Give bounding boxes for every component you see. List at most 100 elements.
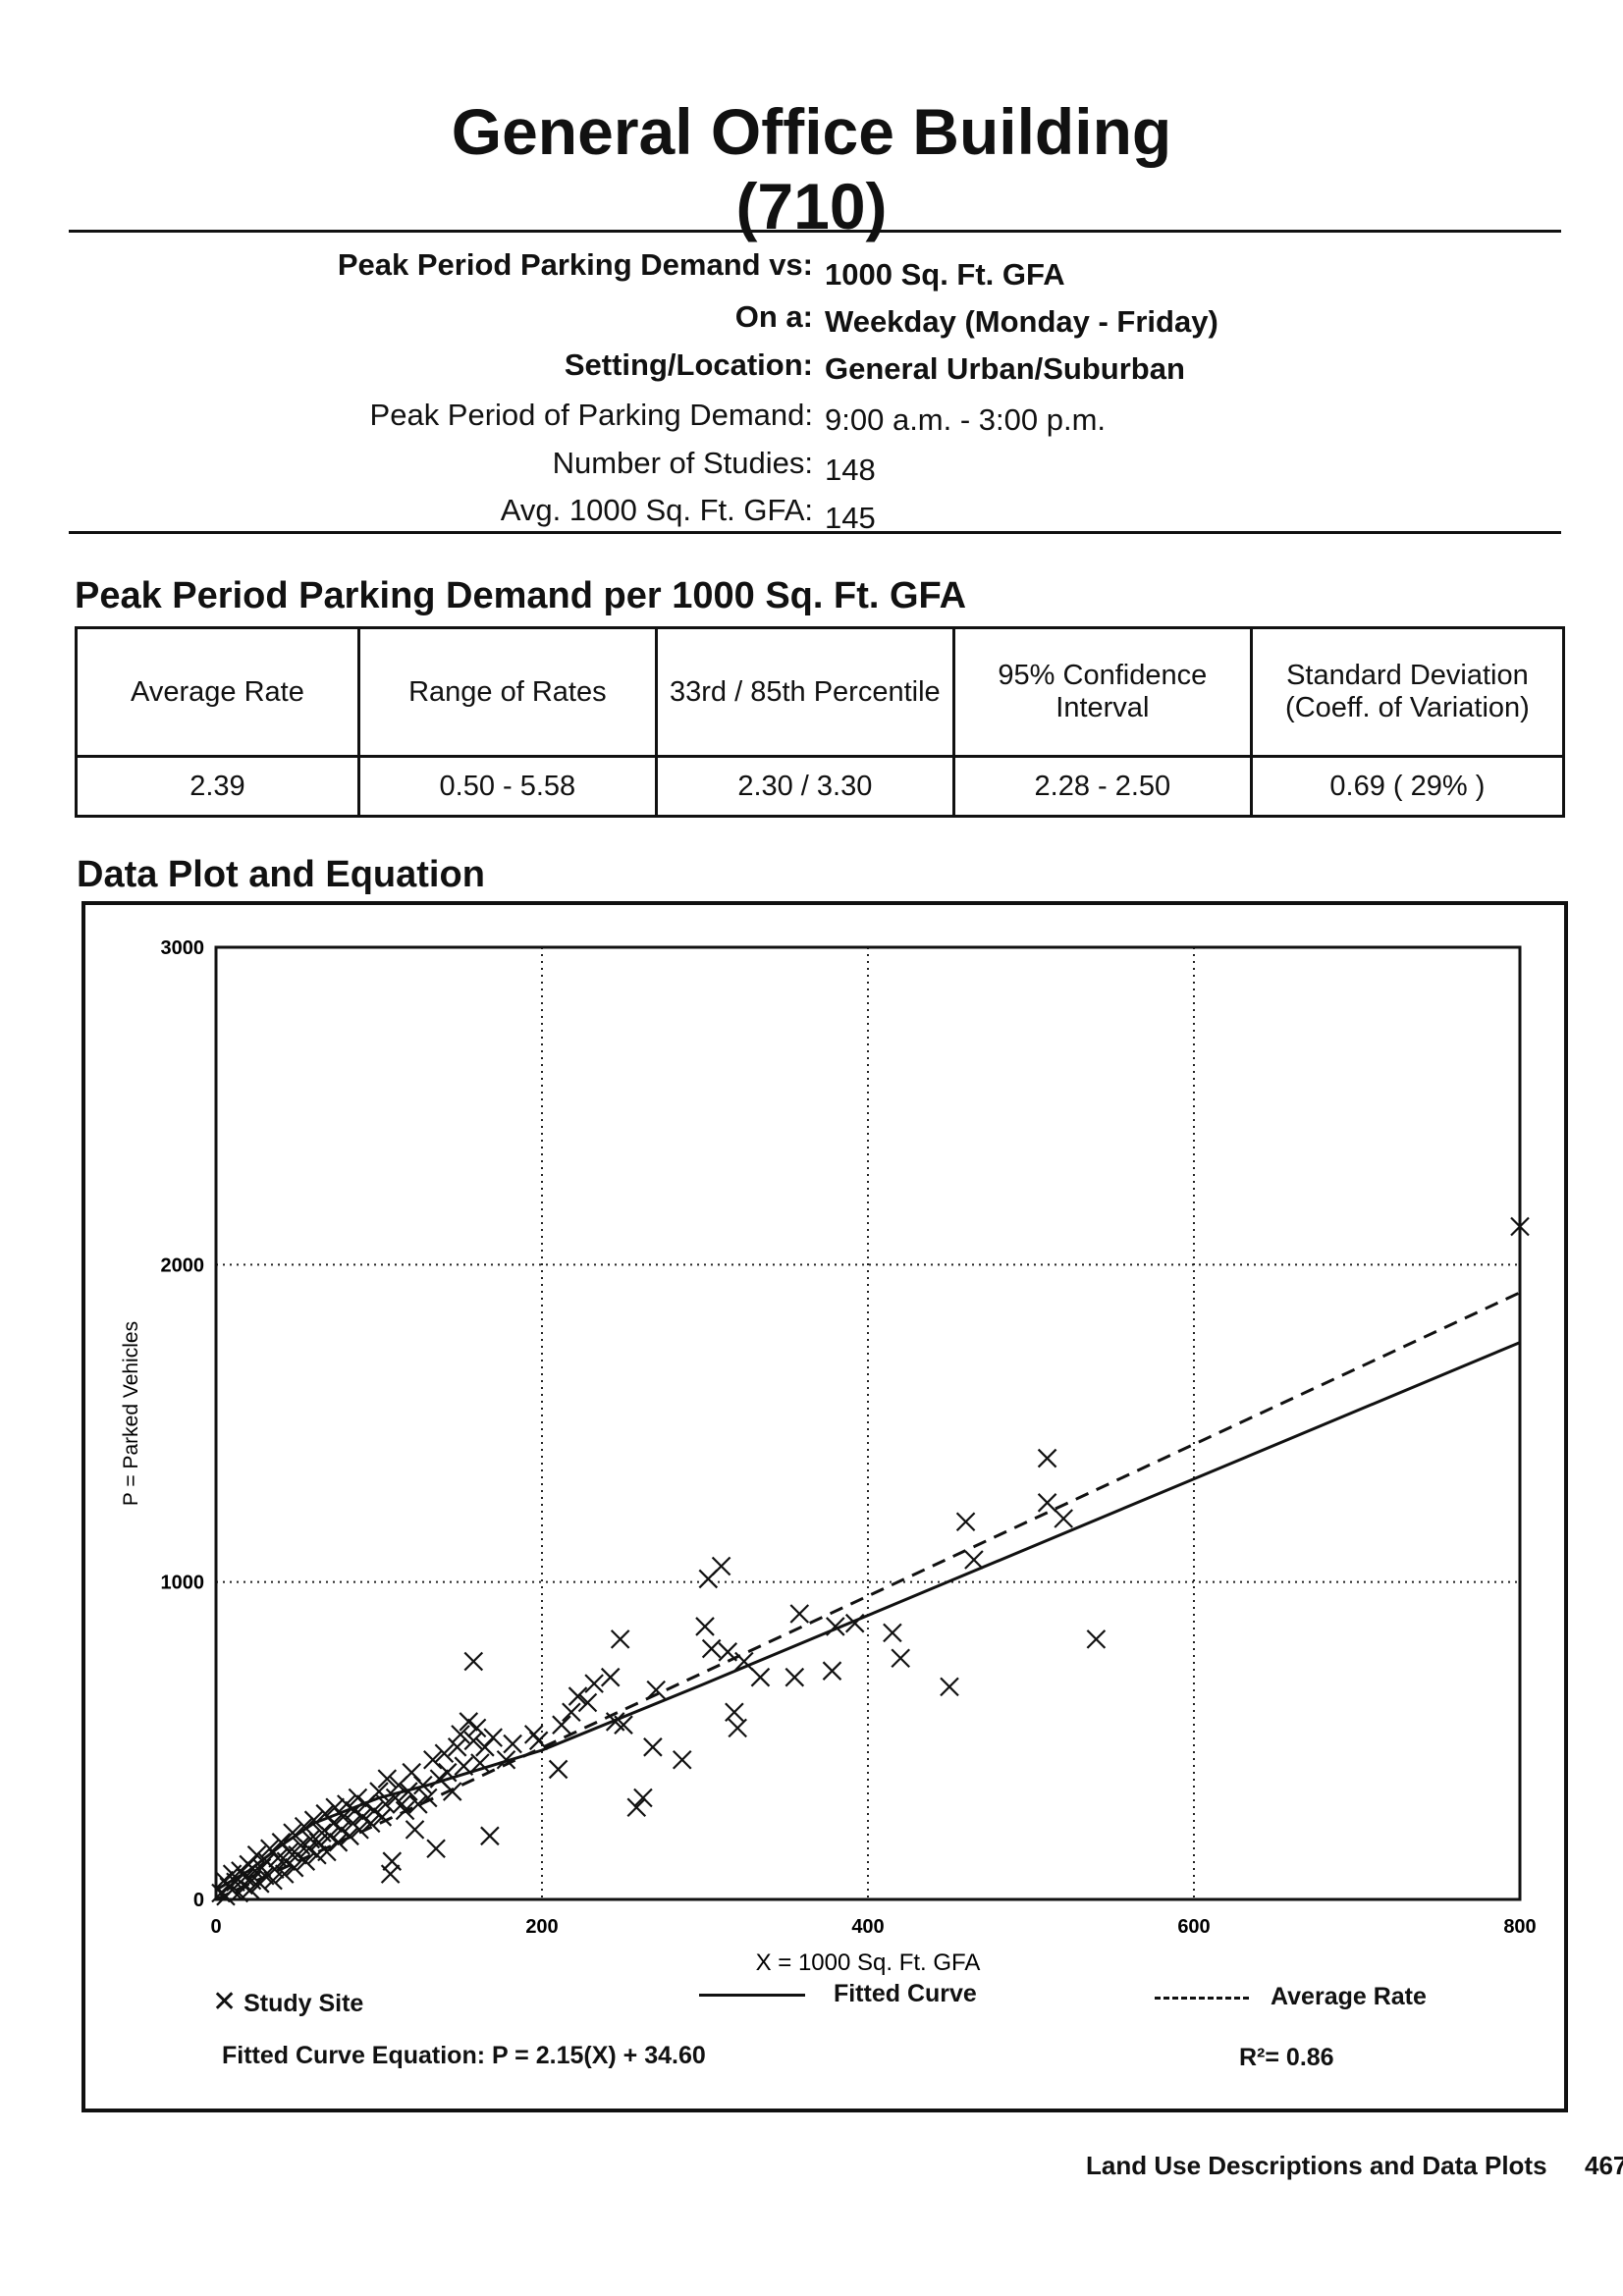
value-average-rate: 2.39 [75,755,360,818]
x-marker-stroke [236,1867,255,1888]
study-site-point [303,1810,324,1830]
study-site-point [483,1728,503,1747]
x-marker-stroke [434,1743,455,1764]
chart-frame [81,901,1568,2112]
x-marker-stroke [317,1842,337,1862]
study-site-point [382,1851,403,1871]
study-site-point [348,1788,368,1808]
header-confidence-interval: 95% Confidence Interval [951,626,1253,758]
study-site-point [643,1737,663,1757]
study-site-point [395,1800,415,1821]
x-marker-stroke [695,1617,715,1636]
study-site-point [459,1712,479,1732]
x-tick-label: 800 [1503,1916,1536,1938]
y-tick-label: 3000 [161,937,205,959]
x-marker-stroke [483,1728,503,1747]
study-site-point [317,1842,337,1862]
x-marker-stroke [577,1692,598,1713]
x-marker-stroke [423,1749,443,1770]
study-site-point [345,1800,364,1821]
x-marker-stroke [633,1788,653,1808]
legend-fitted-curve-label: Fitted Curve [833,1980,977,2007]
study-site-point [695,1617,715,1636]
x-marker-stroke [891,1648,910,1669]
info-label-avg-gfa: Avg. 1000 Sq. Ft. GFA: [500,493,813,527]
x-marker-stroke [300,1829,321,1849]
x-marker-stroke [395,1800,415,1821]
study-site-point [480,1826,500,1846]
dashed-line-icon [1155,1996,1249,2000]
x-marker-stroke [454,1756,474,1776]
study-site-point [496,1749,516,1770]
study-site-point [284,1857,304,1878]
x-marker-stroke [826,1617,845,1636]
study-site-point [360,1813,381,1834]
x-marker-stroke [226,1872,245,1892]
study-site-point [883,1623,902,1643]
study-site-point [350,1820,369,1840]
info-label-on-a: On a: [734,299,813,334]
stats-value-row: 2.39 0.50 - 5.58 2.30 / 3.30 2.28 - 2.50… [75,755,1566,818]
info-label-setting: Setting/Location: [564,347,813,382]
x-marker-stroke [377,1769,398,1789]
study-site-point [822,1661,842,1681]
x-marker-stroke [296,1851,316,1871]
x-marker-stroke [320,1826,340,1846]
page-number: 467 [1585,2151,1623,2180]
x-marker-stroke [883,1623,902,1643]
x-marker-stroke [672,1749,692,1770]
study-site-point [784,1667,805,1687]
study-site-point [568,1686,588,1706]
study-site-point [548,1759,568,1780]
study-site-point [1086,1629,1107,1649]
study-site-point [337,1794,356,1814]
value-percentile: 2.30 / 3.30 [654,755,955,818]
x-marker-stroke [382,1851,403,1871]
average-rate-line [215,1291,1521,1901]
y-tick-label: 0 [193,1890,204,1911]
study-site-point [610,1629,630,1649]
info-value-peak-period: 9:00 a.m. - 3:00 p.m. [825,402,1107,437]
x-marker-stroke [610,1629,630,1649]
x-marker-stroke [323,1813,344,1834]
study-site-point [577,1692,598,1713]
study-site-point [955,1512,976,1532]
fitted-curve-equation: Fitted Curve Equation: P = 2.15(X) + 34.… [222,2042,706,2069]
x-marker-stroke [364,1800,384,1821]
x-marker-stroke [372,1807,393,1827]
x-marker-stroke [734,1651,754,1672]
x-marker-stroke [333,1807,353,1827]
study-site-point [296,1851,316,1871]
study-site-point [1054,1509,1073,1528]
study-site-point [470,1753,490,1773]
study-site-point [789,1604,810,1624]
x-marker-stroke [955,1512,976,1532]
stats-header-row: Average Rate Range of Rates 33rd / 85th … [75,626,1566,758]
info-divider [69,531,1561,534]
x-marker-stroke [360,1813,381,1834]
plot-section-title: Data Plot and Equation [77,854,485,895]
legend-study-site-label: Study Site [243,1990,364,2017]
header-standard-deviation: Standard Deviation (Coeff. of Variation) [1249,626,1566,758]
x-marker-stroke [447,1737,467,1757]
study-site-point [633,1788,653,1808]
x-marker-stroke [268,1848,288,1868]
study-site-point [399,1782,418,1801]
x-marker-stroke [437,1762,458,1783]
study-site-point [246,1844,267,1865]
x-marker-stroke [284,1857,304,1878]
study-site-point [442,1782,462,1801]
legend-study-site: ✕ Study Site [212,1985,363,2019]
study-site-point [320,1826,340,1846]
x-marker-stroke [392,1794,412,1814]
x-marker-stroke [728,1718,747,1738]
x-marker-stroke [246,1844,267,1865]
study-site-point [725,1702,744,1723]
x-marker-stroke [711,1556,731,1576]
x-marker-stroke [264,1859,285,1880]
x-marker-stroke [844,1613,865,1633]
x-marker-stroke [274,1864,295,1884]
y-tick-label: 1000 [161,1573,205,1594]
study-site-point [377,1769,398,1789]
x-marker-stroke [350,1820,369,1840]
